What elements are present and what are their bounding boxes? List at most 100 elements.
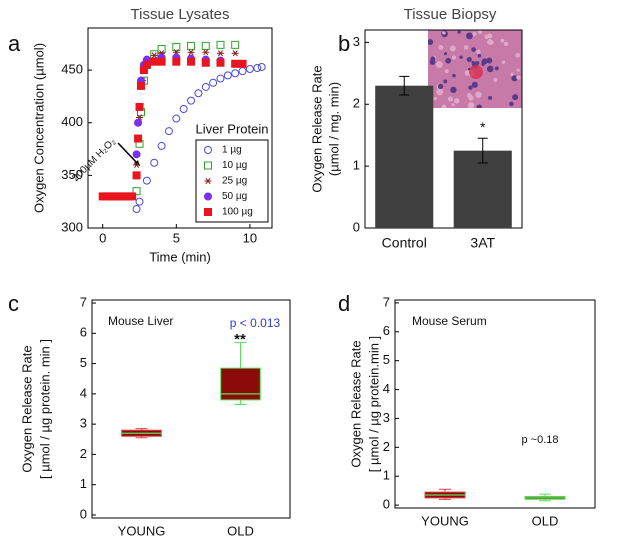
data-point bbox=[134, 134, 143, 143]
y-tick-label: 0 bbox=[80, 506, 87, 521]
cell-nucleus bbox=[451, 55, 457, 60]
cell-nucleus bbox=[486, 57, 493, 64]
x-tick-label: YOUNG bbox=[421, 513, 469, 528]
cell-nucleus bbox=[441, 104, 447, 108]
cell-nucleus bbox=[468, 95, 474, 101]
cell-nucleus bbox=[510, 72, 514, 77]
data-point bbox=[223, 71, 232, 80]
data-point bbox=[164, 127, 173, 136]
data-point bbox=[201, 82, 210, 91]
cell-nucleus bbox=[471, 47, 476, 52]
panel-letter: d bbox=[338, 291, 350, 316]
panel-letter: b bbox=[338, 31, 350, 56]
data-point bbox=[135, 197, 144, 206]
cell-nucleus bbox=[477, 30, 483, 35]
data-point bbox=[216, 74, 225, 83]
cell-nucleus bbox=[476, 49, 481, 54]
plot-frame bbox=[91, 299, 291, 519]
data-point bbox=[132, 205, 141, 214]
significance: ** bbox=[234, 331, 246, 348]
error-bar bbox=[399, 75, 410, 96]
legend-title: Liver Protein bbox=[196, 121, 269, 136]
cell-nucleus bbox=[454, 98, 460, 104]
y-tick-label: 0 bbox=[353, 219, 360, 234]
y-axis-label: Oxygen Release Rate bbox=[19, 345, 34, 472]
data-point bbox=[136, 81, 145, 90]
y-tick-label: 0 bbox=[383, 497, 390, 512]
cell-nucleus bbox=[488, 95, 493, 100]
data-point bbox=[132, 187, 141, 196]
data-point bbox=[187, 96, 196, 105]
cell-nucleus bbox=[467, 102, 475, 108]
p-value: p ~0.18 bbox=[521, 434, 558, 446]
y-tick-label: 2 bbox=[80, 446, 87, 461]
legend-label: 1 µg bbox=[222, 145, 242, 156]
data-point bbox=[150, 52, 158, 59]
y-axis-label: Oxygen Concentration (µmol) bbox=[31, 43, 46, 213]
y-tick-label: 7 bbox=[383, 294, 390, 309]
y-tick-label: 450 bbox=[61, 62, 83, 77]
plot-frame bbox=[394, 299, 596, 509]
cell-nucleus bbox=[428, 39, 434, 45]
data-point bbox=[142, 60, 151, 69]
y-tick-label: 2 bbox=[353, 96, 360, 111]
y-axis-label: Oxygen Release Rate bbox=[348, 340, 363, 467]
data-point bbox=[201, 58, 210, 67]
data-point bbox=[172, 114, 181, 123]
data-point bbox=[257, 62, 266, 71]
cell-nucleus bbox=[465, 32, 473, 40]
cell-nucleus bbox=[477, 53, 482, 58]
cell-nucleus bbox=[438, 45, 444, 50]
data-point bbox=[216, 40, 225, 49]
data-point bbox=[231, 59, 240, 68]
data-point bbox=[172, 42, 181, 51]
cell-nucleus bbox=[444, 69, 449, 74]
y-tick-label: 6 bbox=[80, 325, 87, 340]
y-tick-label: 4 bbox=[383, 381, 390, 396]
y-tick-label: 2 bbox=[383, 439, 390, 454]
y-axis-label: Oxygen Release Rate bbox=[309, 65, 324, 192]
cell-nucleus bbox=[435, 61, 443, 69]
cell-nucleus bbox=[459, 55, 463, 59]
cell-nucleus bbox=[486, 65, 494, 73]
data-point bbox=[231, 50, 239, 57]
data-point bbox=[216, 58, 225, 67]
legend-marker bbox=[204, 177, 212, 185]
data-point bbox=[253, 64, 262, 72]
data-point bbox=[216, 50, 224, 57]
legend-label: 10 µg bbox=[222, 160, 247, 171]
cell-nucleus bbox=[511, 75, 518, 82]
y-tick-label: 5 bbox=[383, 352, 390, 367]
annotation: 200µM H₂O₂ bbox=[70, 136, 118, 184]
cell-nucleus bbox=[512, 94, 519, 101]
cell-nucleus bbox=[515, 52, 521, 58]
y-tick-label: 4 bbox=[80, 385, 87, 400]
cell-nucleus bbox=[451, 103, 455, 107]
panel-letter: a bbox=[8, 31, 21, 56]
data-point bbox=[157, 45, 166, 54]
cell-nucleus bbox=[516, 75, 521, 80]
data-point bbox=[209, 78, 218, 87]
y-tick-label: 3 bbox=[80, 416, 87, 431]
y-tick-label: 1 bbox=[353, 158, 360, 173]
data-point bbox=[187, 41, 196, 50]
error-bar bbox=[477, 137, 488, 164]
data-point bbox=[142, 176, 151, 185]
y-tick-label: 3 bbox=[353, 34, 360, 49]
cell-nucleus bbox=[452, 73, 456, 78]
data-point bbox=[245, 65, 254, 74]
legend-marker bbox=[204, 208, 212, 216]
legend-marker bbox=[204, 161, 212, 170]
cell-nucleus bbox=[443, 79, 448, 84]
y-axis-label: [ µmol / µg protein. min ] bbox=[37, 339, 52, 479]
plot-frame bbox=[364, 29, 523, 229]
cell-nucleus bbox=[487, 39, 493, 45]
cell-nucleus bbox=[494, 66, 499, 71]
legend-label: 25 µg bbox=[222, 176, 247, 187]
x-tick-label: 3AT bbox=[470, 235, 495, 251]
data-point bbox=[179, 105, 188, 114]
y-axis-label: [ µmol / µg protein.min ] bbox=[366, 336, 381, 472]
cell-nucleus bbox=[443, 52, 448, 56]
cell-nucleus bbox=[450, 86, 457, 94]
